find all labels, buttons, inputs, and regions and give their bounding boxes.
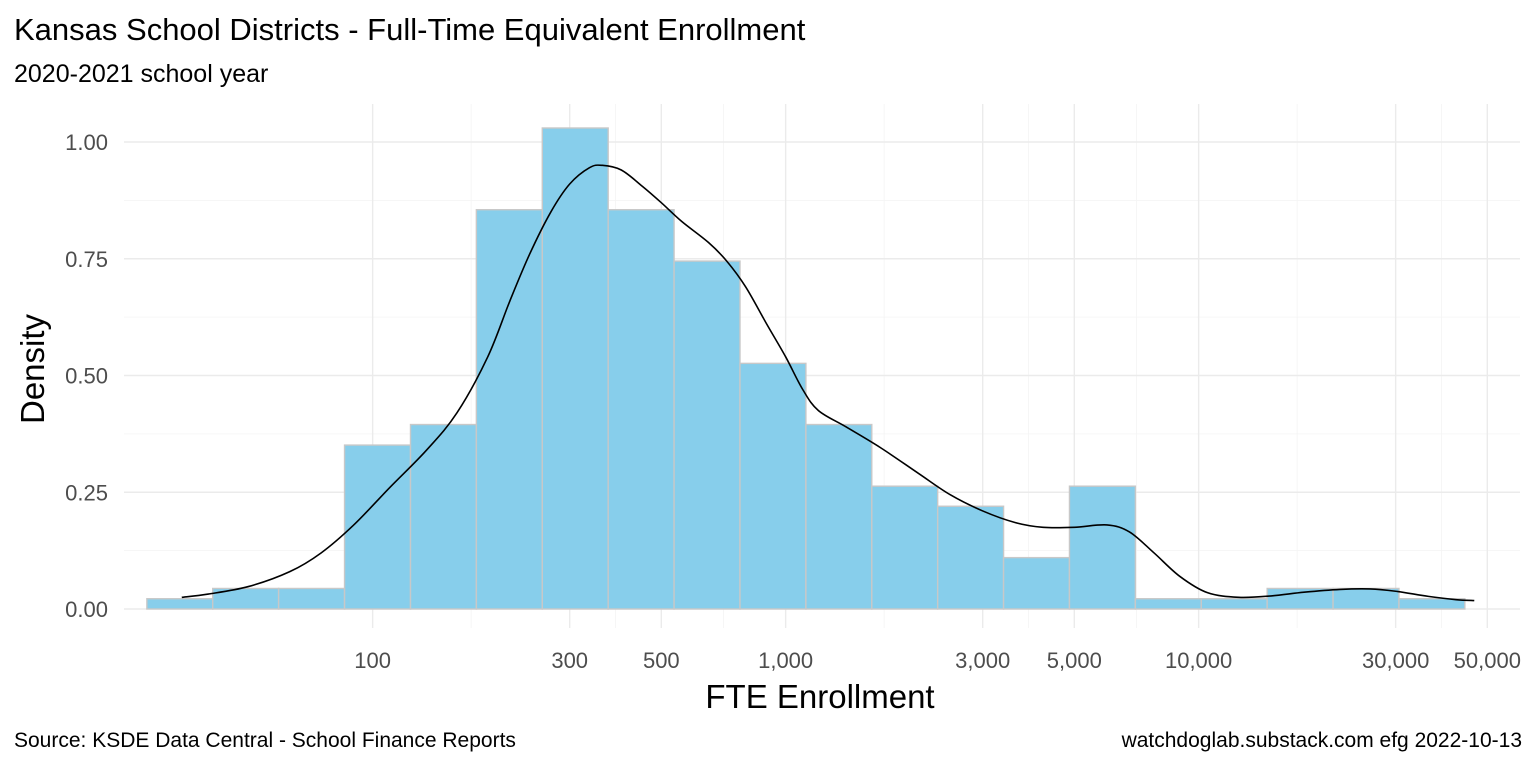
- x-axis-title: FTE Enrollment: [705, 678, 934, 715]
- histogram-bar: [607, 209, 675, 610]
- histogram-bar: [146, 598, 214, 610]
- histogram-bar: [409, 423, 478, 610]
- histogram-bar: [1200, 598, 1268, 610]
- y-tick-label: 0.25: [65, 480, 108, 505]
- credit-caption: watchdoglab.substack.com efg 2022-10-13: [1121, 729, 1522, 752]
- histogram-bars: [146, 127, 1466, 610]
- histogram-bar: [1266, 587, 1334, 610]
- histogram-bar: [1332, 587, 1400, 610]
- x-tick-label: 100: [354, 648, 391, 673]
- x-tick-label: 5,000: [1047, 648, 1102, 673]
- histogram-bar: [277, 587, 346, 610]
- x-tick-label: 10,000: [1165, 648, 1232, 673]
- histogram-bar: [1068, 485, 1137, 610]
- y-tick-label: 1.00: [65, 130, 108, 155]
- histogram-bar: [343, 444, 412, 610]
- histogram-bar: [739, 362, 807, 610]
- histogram-bar: [871, 485, 939, 610]
- density-curve-line: [181, 164, 1475, 602]
- histogram-bar: [936, 505, 1005, 610]
- histogram-bar: [1134, 598, 1202, 610]
- density-curve: [181, 164, 1475, 602]
- x-tick-label: 50,000: [1454, 648, 1521, 673]
- chart-title: Kansas School Districts - Full-Time Equi…: [14, 12, 806, 47]
- histogram-bar: [805, 423, 873, 610]
- y-axis-title: Density: [14, 313, 51, 424]
- source-caption: Source: KSDE Data Central - School Finan…: [14, 729, 516, 752]
- y-tick-label: 0.00: [65, 597, 108, 622]
- x-tick-label: 300: [551, 648, 588, 673]
- histogram-bar: [1002, 556, 1071, 610]
- y-tick-label: 0.50: [65, 364, 108, 389]
- histogram-bar: [1398, 598, 1466, 610]
- x-tick-label: 500: [643, 648, 680, 673]
- histogram-bar: [673, 260, 741, 610]
- y-tick-label: 0.75: [65, 247, 108, 272]
- chart-subtitle: 2020-2021 school year: [14, 60, 269, 88]
- histogram-bar: [541, 127, 609, 610]
- histogram-bar: [475, 209, 543, 610]
- y-axis-tick-labels: 0.00 0.25 0.50 0.75 1.00: [65, 130, 108, 622]
- x-tick-label: 1,000: [758, 648, 813, 673]
- x-tick-label: 30,000: [1362, 648, 1429, 673]
- x-axis-tick-labels: 100 300 500 1,000 3,000 5,000 10,000 30,000 50,0…: [354, 648, 1521, 673]
- x-tick-label: 3,000: [955, 648, 1010, 673]
